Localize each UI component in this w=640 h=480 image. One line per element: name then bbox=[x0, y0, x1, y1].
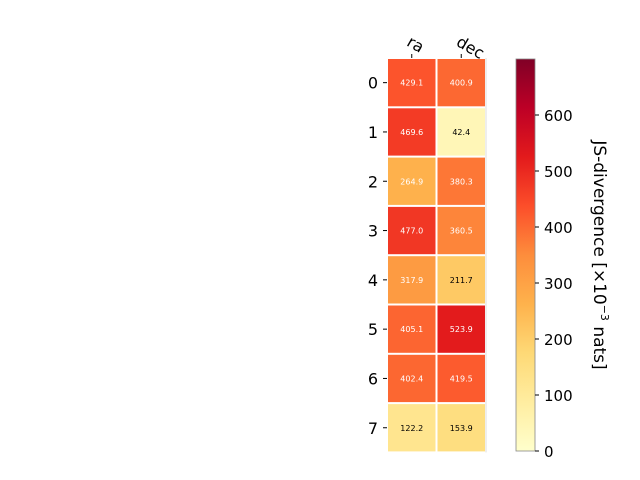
colorbar-tick-label: 0 bbox=[544, 443, 554, 461]
heatmap-cell bbox=[437, 305, 485, 353]
cell-value-label: 419.5 bbox=[450, 374, 473, 383]
y-tick-label: 0 bbox=[368, 74, 378, 93]
heatmap-cell bbox=[388, 354, 436, 403]
heatmap-cell bbox=[437, 59, 485, 107]
colorbar-label: JS-divergence [×10−3 nats] bbox=[589, 139, 611, 369]
y-tick-label: 4 bbox=[368, 271, 378, 290]
heatmap-cell bbox=[388, 206, 436, 255]
heatmap-cell bbox=[388, 256, 436, 304]
cell-value-label: 264.9 bbox=[400, 177, 423, 186]
colorbar-tick-label: 600 bbox=[544, 107, 573, 125]
cell-value-label: 477.0 bbox=[400, 227, 423, 236]
colorbar-gradient bbox=[515, 58, 536, 452]
cell-value-label: 429.1 bbox=[400, 79, 423, 88]
colorbar-tick-label: 300 bbox=[544, 275, 573, 293]
y-tick-label: 1 bbox=[368, 123, 378, 142]
colorbar-tick-label: 400 bbox=[544, 219, 573, 237]
colorbar-tick-label: 500 bbox=[544, 163, 573, 181]
heatmap-cell bbox=[437, 157, 485, 205]
heatmap-cell bbox=[388, 404, 436, 452]
heatmap-cell bbox=[437, 354, 485, 403]
x-axis-ticks: ra dec bbox=[404, 32, 488, 63]
colorbar-ticks: 0 100 200 300 400 500 600 bbox=[535, 107, 573, 461]
cell-value-label: 380.3 bbox=[450, 177, 473, 186]
colorbar-tick-label: 200 bbox=[544, 331, 573, 349]
cell-value-label: 360.5 bbox=[450, 227, 473, 236]
cell-value-label: 211.7 bbox=[450, 276, 473, 285]
heatmap-cell bbox=[388, 59, 436, 107]
cell-value-label: 153.9 bbox=[450, 424, 473, 433]
heatmap-cell bbox=[437, 108, 485, 156]
cell-value-label: 405.1 bbox=[400, 325, 423, 334]
y-tick-label: 5 bbox=[368, 320, 378, 339]
cell-value-label: 469.6 bbox=[400, 128, 423, 137]
x-tick-label: ra bbox=[404, 32, 428, 57]
heatmap-cell bbox=[388, 305, 436, 353]
heatmap-cells: 429.1 400.9 469.6 42.4 264.9 380.3 477.0 360.5 3… bbox=[388, 58, 487, 453]
y-tick-label: 7 bbox=[368, 419, 378, 438]
colorbar: 0 100 200 300 400 500 600 JS-divergence [×10−3… bbox=[515, 58, 611, 461]
y-axis-ticks: 0 1 2 3 4 5 6 7 bbox=[368, 74, 387, 438]
heatmap-cell bbox=[437, 256, 485, 304]
y-tick-label: 6 bbox=[368, 369, 378, 388]
heatmap-cell bbox=[388, 157, 436, 205]
cell-value-label: 42.4 bbox=[452, 128, 470, 137]
x-tick-label: dec bbox=[453, 32, 487, 63]
cell-value-label: 523.9 bbox=[450, 325, 473, 334]
heatmap-cell bbox=[437, 404, 485, 452]
colorbar-tick-label: 100 bbox=[544, 387, 573, 405]
cell-value-label: 400.9 bbox=[450, 79, 473, 88]
cell-value-label: 317.9 bbox=[400, 276, 423, 285]
cell-value-label: 402.4 bbox=[400, 374, 423, 383]
y-tick-label: 3 bbox=[368, 222, 378, 241]
cell-value-label: 122.2 bbox=[400, 424, 423, 433]
heatmap-cell bbox=[437, 206, 485, 255]
heatmap-cell bbox=[388, 108, 436, 156]
y-tick-label: 2 bbox=[368, 172, 378, 191]
